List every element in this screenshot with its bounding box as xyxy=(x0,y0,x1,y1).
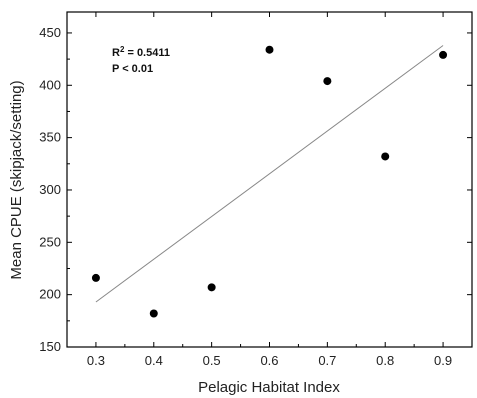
x-tick-label: 0.5 xyxy=(203,353,221,368)
data-point xyxy=(323,77,332,86)
y-tick-label: 400 xyxy=(39,77,61,92)
p-value-annotation: P < 0.01 xyxy=(112,63,153,75)
y-axis-title: Mean CPUE (skipjack/setting) xyxy=(8,80,25,279)
y-tick-label: 150 xyxy=(39,339,61,354)
data-points xyxy=(91,45,448,318)
y-tick-label: 450 xyxy=(39,25,61,40)
x-tick-label: 0.6 xyxy=(260,353,278,368)
data-point xyxy=(207,283,216,292)
y-tick-label: 250 xyxy=(39,234,61,249)
r2-annotation: R2 = 0.5411 xyxy=(112,45,170,60)
x-tick-label: 0.9 xyxy=(434,353,452,368)
data-point xyxy=(439,50,448,59)
y-tick-label: 350 xyxy=(39,130,61,145)
x-tick-label: 0.3 xyxy=(87,353,105,368)
x-axis-title: Pelagic Habitat Index xyxy=(198,379,340,396)
y-tick-label: 200 xyxy=(39,287,61,302)
trend-line xyxy=(95,45,444,303)
data-point xyxy=(91,273,100,282)
x-tick-label: 0.7 xyxy=(318,353,336,368)
tick-labels: 0.3 0.4 0.5 0.6 0.7 0.8 0.9 150 200 250 300 350 400 4… xyxy=(39,25,452,368)
x-tick-label: 0.4 xyxy=(145,353,163,368)
y-tick-label: 300 xyxy=(39,182,61,197)
x-tick-label: 0.8 xyxy=(376,353,394,368)
tick-marks xyxy=(66,12,473,348)
data-point xyxy=(149,309,158,318)
data-point xyxy=(265,45,274,54)
data-point xyxy=(381,152,390,161)
